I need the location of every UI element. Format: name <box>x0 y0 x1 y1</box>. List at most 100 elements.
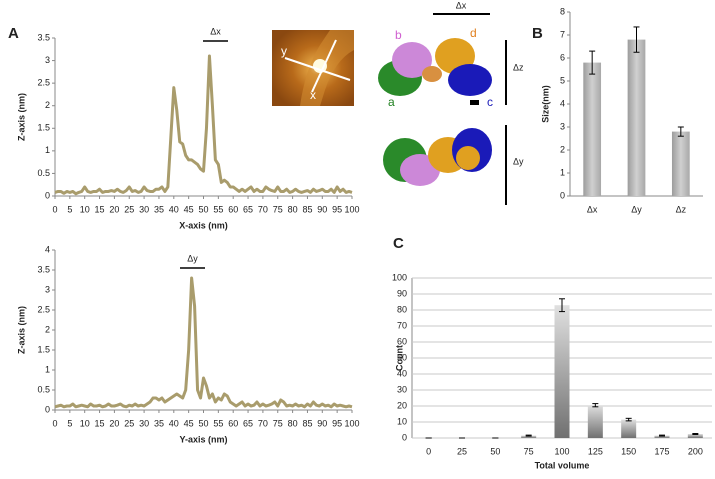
x-tick-label: 75 <box>273 204 283 214</box>
y-tick-label: 0.5 <box>37 168 50 178</box>
y-tick-label: 6 <box>560 52 565 62</box>
x-tick-label: 90 <box>317 204 327 214</box>
x-tick-label: 100 <box>344 204 359 214</box>
x-tick-label: 30 <box>139 204 149 214</box>
x-tick-label: 5 <box>67 418 72 428</box>
x-tick-label: 30 <box>139 418 149 428</box>
x-tick-label: 45 <box>184 204 194 214</box>
y-tick-label: 4 <box>560 98 565 108</box>
x-axis-label: Y-axis (nm) <box>179 434 227 444</box>
x-tick-label: 45 <box>184 418 194 428</box>
x-tick-label: 80 <box>288 204 298 214</box>
afm-image: y x <box>272 30 354 106</box>
panel-label: A <box>8 25 19 42</box>
y-tick-label: 30 <box>397 384 407 394</box>
y-tick-label: 1 <box>45 145 50 155</box>
y-tick-label: 1.5 <box>37 123 50 133</box>
x-tick-label: 5 <box>67 204 72 214</box>
y-tick-label: 2.5 <box>37 78 50 88</box>
bar <box>627 39 646 196</box>
y-tick-label: 100 <box>392 272 407 282</box>
y-tick-label: 90 <box>397 288 407 298</box>
error-bar <box>589 50 596 75</box>
panel-label: C <box>393 235 404 252</box>
error-bar <box>525 434 532 437</box>
x-tick-label: 55 <box>213 204 223 214</box>
y-tick-label: 3 <box>45 284 50 294</box>
x-tick-label: 75 <box>273 418 283 428</box>
y-tick-label: 8 <box>560 6 565 16</box>
x-tick-label: 20 <box>109 204 119 214</box>
y-tick-label: 10 <box>397 416 407 426</box>
x-tick-label: 40 <box>169 204 179 214</box>
x-tick-label: 85 <box>302 204 312 214</box>
x-tick-label: 65 <box>243 418 253 428</box>
x-tick-label: 15 <box>95 418 105 428</box>
annotation: Δx <box>210 26 221 36</box>
x-tick-label: 95 <box>332 204 342 214</box>
y-tick-label: 2 <box>45 100 50 110</box>
bar <box>554 305 570 438</box>
protein-structure: Δx Δz Δy b d a c <box>378 0 524 205</box>
x-tick-label: 95 <box>332 418 342 428</box>
chain-label: c <box>487 95 493 109</box>
dimension-label: Δz <box>513 62 524 72</box>
y-tick-label: 0 <box>402 432 407 442</box>
x-tick-label: Δy <box>631 204 642 214</box>
y-tick-label: 4 <box>45 244 50 254</box>
y-tick-label: 70 <box>397 320 407 330</box>
x-tick-label: 0 <box>426 446 431 456</box>
error-bar <box>625 417 632 422</box>
x-tick-label: 200 <box>688 446 703 456</box>
x-tick-label: 0 <box>52 204 57 214</box>
error-bar <box>677 126 684 137</box>
y-tick-label: 1 <box>560 167 565 177</box>
x-tick-label: 150 <box>621 446 636 456</box>
afm-label: y <box>281 44 287 58</box>
y-tick-label: 3.5 <box>37 32 50 42</box>
x-tick-label: 60 <box>228 418 238 428</box>
x-tick-label: 15 <box>95 204 105 214</box>
x-tick-label: 50 <box>490 446 500 456</box>
y-tick-label: 50 <box>397 352 407 362</box>
chain-label: d <box>470 26 477 40</box>
x-tick-label: 65 <box>243 204 253 214</box>
x-tick-label: 50 <box>198 204 208 214</box>
bar <box>654 435 670 438</box>
dimension-label: Δy <box>513 156 524 166</box>
y-tick-label: 20 <box>397 400 407 410</box>
x-tick-label: 25 <box>124 418 134 428</box>
y-axis-label: Z-axis (nm) <box>16 93 26 141</box>
annotation: Δy <box>187 253 198 263</box>
x-tick-label: 35 <box>154 418 164 428</box>
y-tick-label: 5 <box>560 75 565 85</box>
y-axis-label: Count <box>394 345 404 371</box>
y-tick-label: 2 <box>45 324 50 334</box>
x-tick-label: 10 <box>80 204 90 214</box>
error-bar <box>659 434 665 437</box>
y-tick-label: 2.5 <box>37 304 50 314</box>
x-axis-label: Total volume <box>535 460 590 470</box>
y-tick-label: 80 <box>397 304 407 314</box>
bar <box>671 131 690 196</box>
y-tick-label: 0 <box>45 404 50 414</box>
y-tick-label: 0 <box>45 190 50 200</box>
bar <box>583 62 602 196</box>
y-tick-label: 3 <box>45 55 50 65</box>
data-line <box>54 54 353 196</box>
x-tick-label: Δz <box>676 204 687 214</box>
error-bar <box>592 403 599 408</box>
x-tick-label: 85 <box>302 418 312 428</box>
bar <box>687 434 703 438</box>
x-tick-label: 20 <box>109 418 119 428</box>
x-tick-label: 55 <box>213 418 223 428</box>
x-tick-label: 50 <box>198 418 208 428</box>
y-axis-label: Z-axis (nm) <box>16 306 26 354</box>
x-tick-label: 25 <box>457 446 467 456</box>
y-tick-label: 0 <box>560 190 565 200</box>
afm-label: x <box>310 88 316 102</box>
error-bar <box>633 26 640 53</box>
chain-label: b <box>395 28 402 42</box>
panel-label: B <box>532 25 543 42</box>
